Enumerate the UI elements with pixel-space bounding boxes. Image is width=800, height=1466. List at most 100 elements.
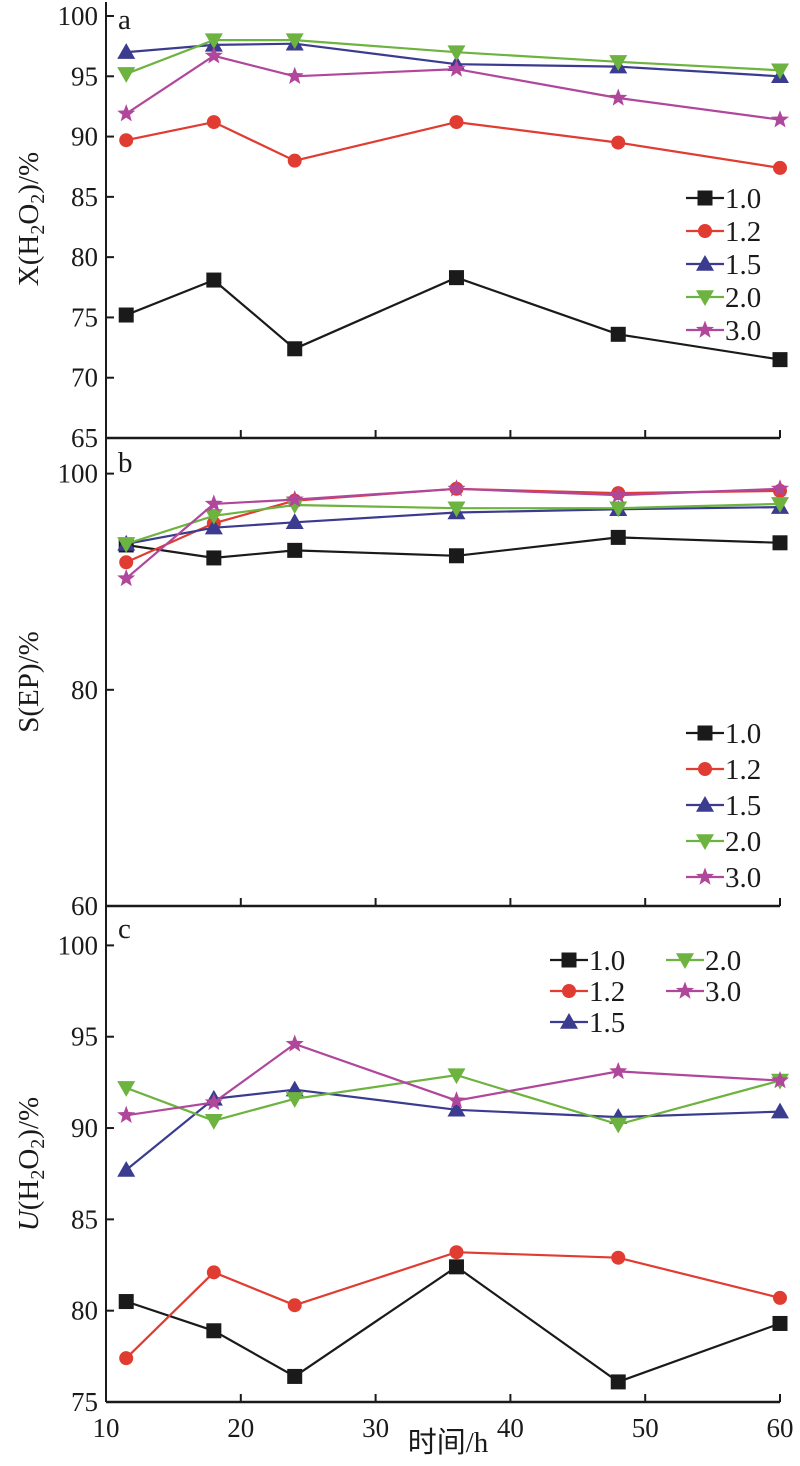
- data-point: [206, 272, 222, 288]
- y-tick-label: 100: [58, 1, 99, 31]
- data-point: [206, 1265, 221, 1280]
- data-point: [771, 1102, 789, 1119]
- data-point: [119, 1351, 134, 1366]
- data-point: [449, 115, 464, 130]
- series-2.0: [117, 497, 789, 553]
- data-point: [285, 1034, 304, 1052]
- series-line: [125, 1251, 781, 1359]
- y-tick-label: 90: [71, 122, 98, 152]
- data-point: [448, 270, 464, 286]
- legend-marker: [696, 796, 714, 812]
- data-point: [609, 55, 628, 71]
- series-line: [125, 276, 781, 361]
- data-point: [609, 1061, 628, 1080]
- data-point: [287, 341, 303, 357]
- legend-item: 1.0: [550, 945, 625, 977]
- data-point: [285, 66, 304, 84]
- legend-item: 1.2: [550, 976, 625, 1008]
- series-line: [125, 120, 781, 169]
- y-tick-label: 65: [71, 423, 98, 453]
- y-tick-label: 90: [71, 1113, 98, 1143]
- legend-label: 1.5: [725, 249, 761, 281]
- y-tick-label: 80: [71, 675, 98, 705]
- data-point: [610, 326, 626, 342]
- data-point: [770, 110, 790, 128]
- y-tick-label: 75: [71, 1387, 98, 1417]
- y-axis-title: U(H2O2)/%: [13, 1097, 49, 1231]
- series-line: [125, 54, 781, 121]
- x-tick-label: 20: [227, 1413, 254, 1443]
- data-point: [287, 1368, 303, 1384]
- y-tick-label: 80: [71, 242, 98, 272]
- data-point: [117, 537, 136, 553]
- legend-marker: [698, 762, 712, 776]
- legend-label: 1.2: [589, 976, 625, 1008]
- series-1.0: [118, 270, 788, 368]
- legend-label: 2.0: [725, 826, 761, 858]
- y-tick-label: 85: [71, 1204, 98, 1234]
- data-point: [448, 548, 464, 564]
- series-line: [126, 1042, 781, 1117]
- panel-letter: c: [118, 913, 131, 945]
- y-tick-label: 60: [71, 891, 98, 921]
- legend-item: 1.2: [686, 754, 761, 786]
- data-point: [609, 501, 628, 518]
- legend-label: 1.0: [725, 183, 761, 215]
- legend-item: 1.5: [686, 790, 761, 822]
- data-point: [771, 63, 789, 80]
- legend-item: 1.5: [550, 1007, 625, 1039]
- data-point: [447, 501, 466, 518]
- data-point: [204, 494, 223, 512]
- legend-item: 1.0: [686, 718, 761, 750]
- legend-label: 1.5: [589, 1007, 625, 1039]
- data-point: [611, 135, 626, 150]
- data-point: [119, 555, 134, 570]
- data-point: [611, 1250, 626, 1265]
- legend-marker: [561, 952, 577, 968]
- data-point: [447, 479, 466, 497]
- y-tick-label: 95: [71, 1022, 98, 1052]
- data-point: [609, 485, 628, 503]
- data-point: [285, 1092, 304, 1108]
- series-3.0: [117, 479, 790, 587]
- series-1.5: [117, 1080, 789, 1177]
- legend-marker: [676, 953, 694, 969]
- x-tick-label: 40: [497, 1413, 524, 1443]
- legend-label: 2.0: [725, 282, 761, 314]
- y-tick-label: 100: [58, 459, 99, 489]
- x-axis-title: 时间/h: [408, 1426, 489, 1459]
- y-tick-label: 95: [71, 61, 98, 91]
- data-point: [610, 1374, 626, 1390]
- legend-item: 3.0: [686, 315, 761, 347]
- x-tick-label: 30: [362, 1413, 389, 1443]
- data-point: [117, 1105, 136, 1123]
- legend-item: 1.5: [686, 249, 761, 281]
- data-point: [609, 1117, 628, 1134]
- legend-label: 3.0: [705, 976, 741, 1008]
- legend-label: 1.2: [725, 754, 761, 786]
- y-tick-label: 70: [71, 363, 98, 393]
- legend-item: 3.0: [666, 976, 741, 1008]
- panel-a: 65 70 75 80 85 90 95 100 a X(H2O2)/% 1.01.21.52.03…: [13, 1, 790, 453]
- data-point: [773, 160, 787, 175]
- data-point: [204, 33, 223, 50]
- data-point: [285, 513, 304, 530]
- legend-label: 1.0: [725, 718, 761, 750]
- legend-label: 3.0: [725, 862, 761, 894]
- data-point: [117, 43, 136, 59]
- data-point: [287, 153, 302, 168]
- legend-marker: [562, 984, 576, 998]
- legend-marker: [675, 981, 695, 999]
- data-point: [285, 490, 304, 508]
- legend-item: 2.0: [686, 282, 761, 314]
- legend-marker: [560, 1013, 578, 1029]
- legend-label: 1.0: [589, 945, 625, 977]
- data-point: [206, 550, 222, 566]
- legend-label: 1.5: [725, 790, 761, 822]
- data-point: [770, 1071, 790, 1089]
- series-line: [125, 502, 781, 545]
- data-point: [206, 1323, 222, 1339]
- data-point: [772, 1315, 788, 1331]
- legend-marker: [697, 725, 713, 741]
